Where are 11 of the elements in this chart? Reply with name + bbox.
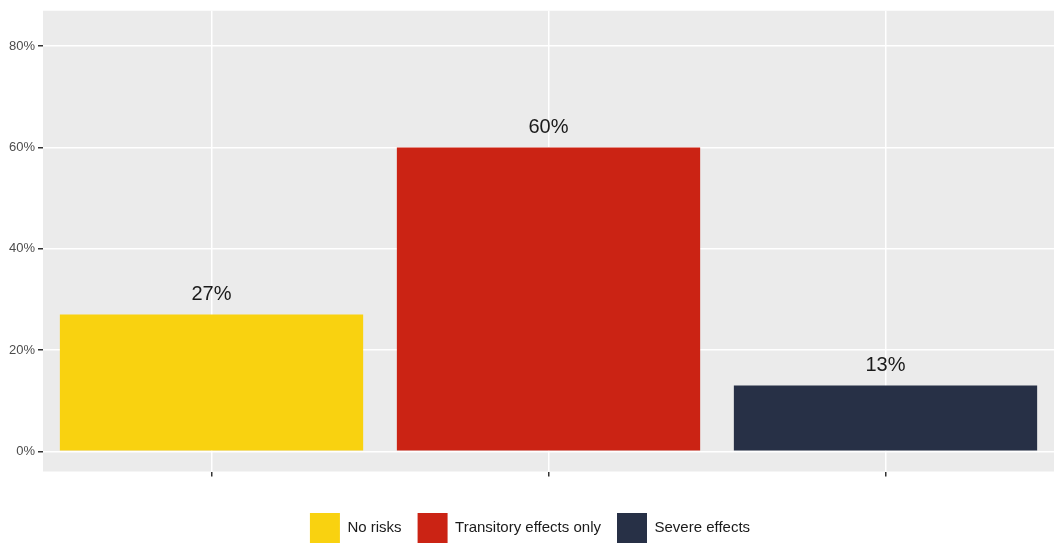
data-label: 27% — [191, 282, 232, 305]
data-label: 60% — [528, 115, 569, 138]
data-label: 13% — [865, 353, 906, 376]
y-tick-label: 0% — [16, 442, 36, 458]
legend-label: Severe effects — [654, 518, 751, 536]
legend-label: No risks — [347, 518, 402, 536]
legend-label: Transitory effects only — [455, 518, 602, 536]
y-tick-label: 40% — [8, 240, 36, 256]
y-tick-label: 80% — [8, 37, 36, 53]
y-tick-label: 60% — [8, 139, 36, 155]
y-tick-label: 20% — [8, 341, 36, 357]
